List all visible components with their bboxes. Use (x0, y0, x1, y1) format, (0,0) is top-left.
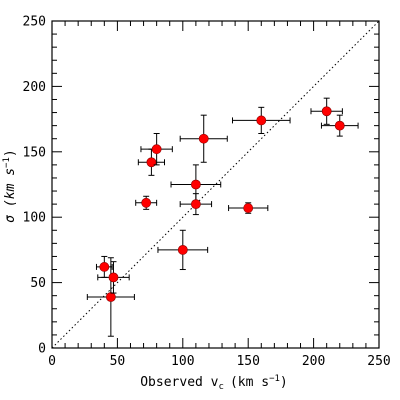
data-point-group (135, 195, 158, 210)
data-point-group (179, 193, 213, 216)
x-axis-label-close: ) (280, 375, 288, 390)
y-tick-label: 150 (23, 145, 46, 160)
data-point (334, 120, 345, 131)
data-point-group (157, 229, 209, 271)
y-axis-label: σ (km s−1) (2, 149, 18, 222)
y-axis-label-exponent: −1 (2, 157, 12, 168)
data-point-group (140, 132, 173, 166)
y-tick-label: 50 (30, 276, 46, 291)
data-point (141, 197, 152, 208)
data-point (151, 144, 162, 155)
y-tick-label: 100 (23, 211, 46, 226)
data-point (177, 244, 188, 255)
data-point (198, 133, 209, 144)
y-tick-label: 200 (23, 80, 46, 95)
y-axis-label-main: σ (km s (3, 168, 18, 223)
x-axis-label: Observed vc (km s−1) (140, 374, 288, 392)
x-axis-label-units: (km s (230, 375, 269, 390)
tick-labels-layer: 0 50 100 150 200 250 0 50 100 150 200 250 (23, 15, 391, 370)
y-axis-label-close: ) (3, 149, 18, 157)
x-tick-label: 50 (110, 354, 126, 369)
y-tick-label: 0 (38, 342, 46, 357)
data-point (108, 272, 119, 283)
x-axis-label-subscript: c (219, 382, 224, 392)
y-tick-label: 250 (23, 15, 46, 30)
data-points-layer (86, 97, 359, 337)
x-axis-label-exponent: −1 (269, 374, 280, 384)
plot-frame (51, 20, 380, 349)
data-point (99, 262, 110, 272)
identity-reference-line (51, 20, 380, 349)
data-point (243, 203, 254, 213)
data-point-group (232, 106, 291, 134)
data-point (105, 292, 116, 302)
data-point (146, 157, 157, 168)
data-point (190, 179, 201, 190)
data-point (256, 115, 267, 126)
data-point-group (86, 257, 135, 337)
data-point-group (137, 148, 165, 176)
data-point-group (97, 261, 130, 294)
data-point (190, 199, 201, 210)
data-point-group (179, 114, 228, 163)
x-tick-label: 150 (236, 354, 259, 369)
data-point-group (320, 114, 359, 137)
data-point (321, 106, 332, 117)
x-tick-label: 100 (171, 354, 194, 369)
data-point-group (228, 202, 269, 214)
data-point-group (310, 97, 343, 125)
x-tick-label: 250 (367, 354, 390, 369)
x-axis-label-main: Observed v (140, 375, 218, 390)
x-tick-label: 0 (48, 354, 56, 369)
x-tick-label: 200 (302, 354, 325, 369)
